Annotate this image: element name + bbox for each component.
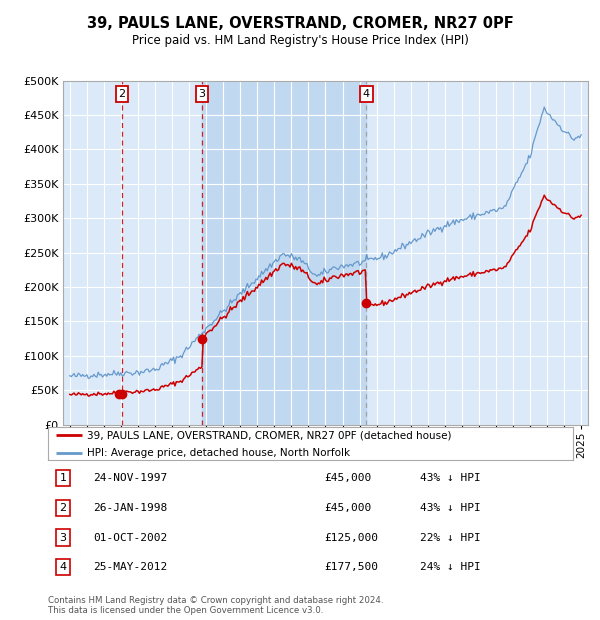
Text: 24-NOV-1997: 24-NOV-1997 <box>93 473 167 483</box>
Text: 2: 2 <box>59 503 67 513</box>
Text: 43% ↓ HPI: 43% ↓ HPI <box>420 473 481 483</box>
Text: 01-OCT-2002: 01-OCT-2002 <box>93 533 167 542</box>
Text: £45,000: £45,000 <box>324 473 371 483</box>
Text: Contains HM Land Registry data © Crown copyright and database right 2024.
This d: Contains HM Land Registry data © Crown c… <box>48 596 383 615</box>
Text: 39, PAULS LANE, OVERSTRAND, CROMER, NR27 0PF (detached house): 39, PAULS LANE, OVERSTRAND, CROMER, NR27… <box>88 430 452 440</box>
Text: £177,500: £177,500 <box>324 562 378 572</box>
Text: HPI: Average price, detached house, North Norfolk: HPI: Average price, detached house, Nort… <box>88 448 350 458</box>
Text: £125,000: £125,000 <box>324 533 378 542</box>
Text: 2: 2 <box>119 89 126 99</box>
Text: Price paid vs. HM Land Registry's House Price Index (HPI): Price paid vs. HM Land Registry's House … <box>131 34 469 47</box>
Text: 3: 3 <box>199 89 205 99</box>
Bar <box>202 81 367 425</box>
Text: 4: 4 <box>363 89 370 99</box>
Text: 22% ↓ HPI: 22% ↓ HPI <box>420 533 481 542</box>
Text: 4: 4 <box>59 562 67 572</box>
Text: 1: 1 <box>59 473 67 483</box>
Text: 25-MAY-2012: 25-MAY-2012 <box>93 562 167 572</box>
Text: 26-JAN-1998: 26-JAN-1998 <box>93 503 167 513</box>
Text: 39, PAULS LANE, OVERSTRAND, CROMER, NR27 0PF: 39, PAULS LANE, OVERSTRAND, CROMER, NR27… <box>86 16 514 30</box>
Text: 43% ↓ HPI: 43% ↓ HPI <box>420 503 481 513</box>
Text: £45,000: £45,000 <box>324 503 371 513</box>
Text: 3: 3 <box>59 533 67 542</box>
Text: 24% ↓ HPI: 24% ↓ HPI <box>420 562 481 572</box>
